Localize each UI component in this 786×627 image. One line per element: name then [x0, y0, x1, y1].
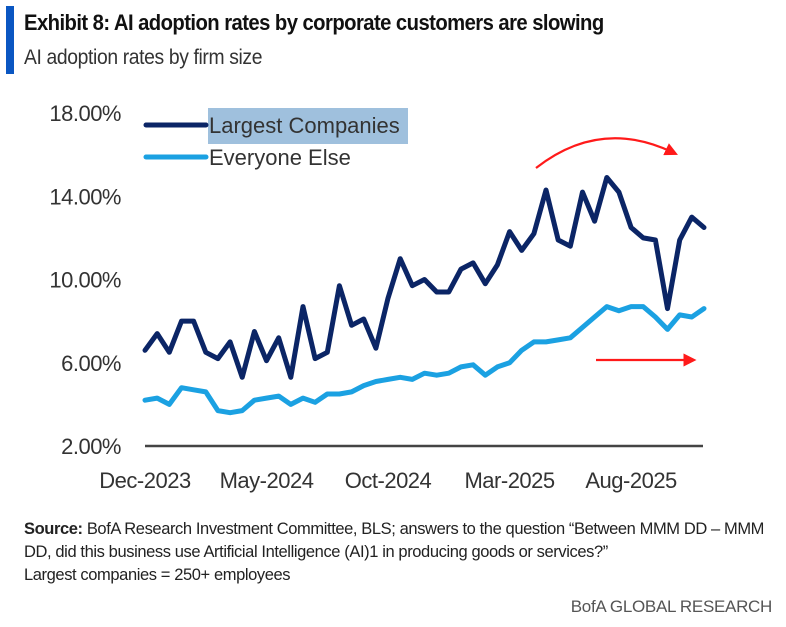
exhibit-title: Exhibit 8: AI adoption rates by corporat…: [24, 10, 604, 35]
y-tick-label: 6.00%: [61, 351, 121, 376]
y-tick-label: 10.00%: [49, 268, 121, 293]
curved-arrow-slowing: [535, 137, 678, 169]
legend-label-everyone-else: Everyone Else: [209, 145, 351, 170]
legend-label-largest: Largest Companies: [209, 113, 400, 138]
x-axis-ticks: Dec-2023 May-2024 Oct-2024 Mar-2025 Aug-2025: [99, 468, 677, 493]
x-tick-label: Aug-2025: [585, 468, 677, 493]
legend: Largest Companies Everyone Else: [143, 108, 408, 170]
y-tick-label: 2.00%: [61, 434, 121, 459]
series-line-largest-companies: [142, 175, 707, 380]
brand-label: BofA GLOBAL RESEARCH: [570, 597, 773, 616]
footer-notes: Source: BofA Research Investment Committ…: [24, 518, 784, 587]
x-tick-label: Dec-2023: [99, 468, 191, 493]
x-tick-label: Oct-2024: [345, 468, 432, 493]
series-line-everyone-else: [142, 304, 707, 416]
legend-highlight-box: [208, 108, 408, 144]
line-chart: 2.00% 6.00% 10.00% 14.00% 18.00% Dec-2023 May…: [49, 101, 707, 493]
y-axis-ticks: 2.00% 6.00% 10.00% 14.00% 18.00%: [49, 101, 121, 459]
y-tick-label: 14.00%: [49, 184, 121, 209]
annotations: [535, 137, 697, 367]
footnote: Largest companies = 250+ employees: [24, 566, 291, 584]
x-tick-label: May-2024: [220, 468, 314, 493]
source-text: BofA Research Investment Committee, BLS;…: [24, 520, 765, 561]
title-accent-bar: [6, 6, 14, 74]
y-tick-label: 18.00%: [49, 101, 121, 126]
exhibit-subtitle: AI adoption rates by firm size: [24, 46, 263, 69]
source-label: Source:: [24, 520, 83, 538]
x-tick-label: Mar-2025: [464, 468, 554, 493]
series-lines: [142, 175, 707, 416]
